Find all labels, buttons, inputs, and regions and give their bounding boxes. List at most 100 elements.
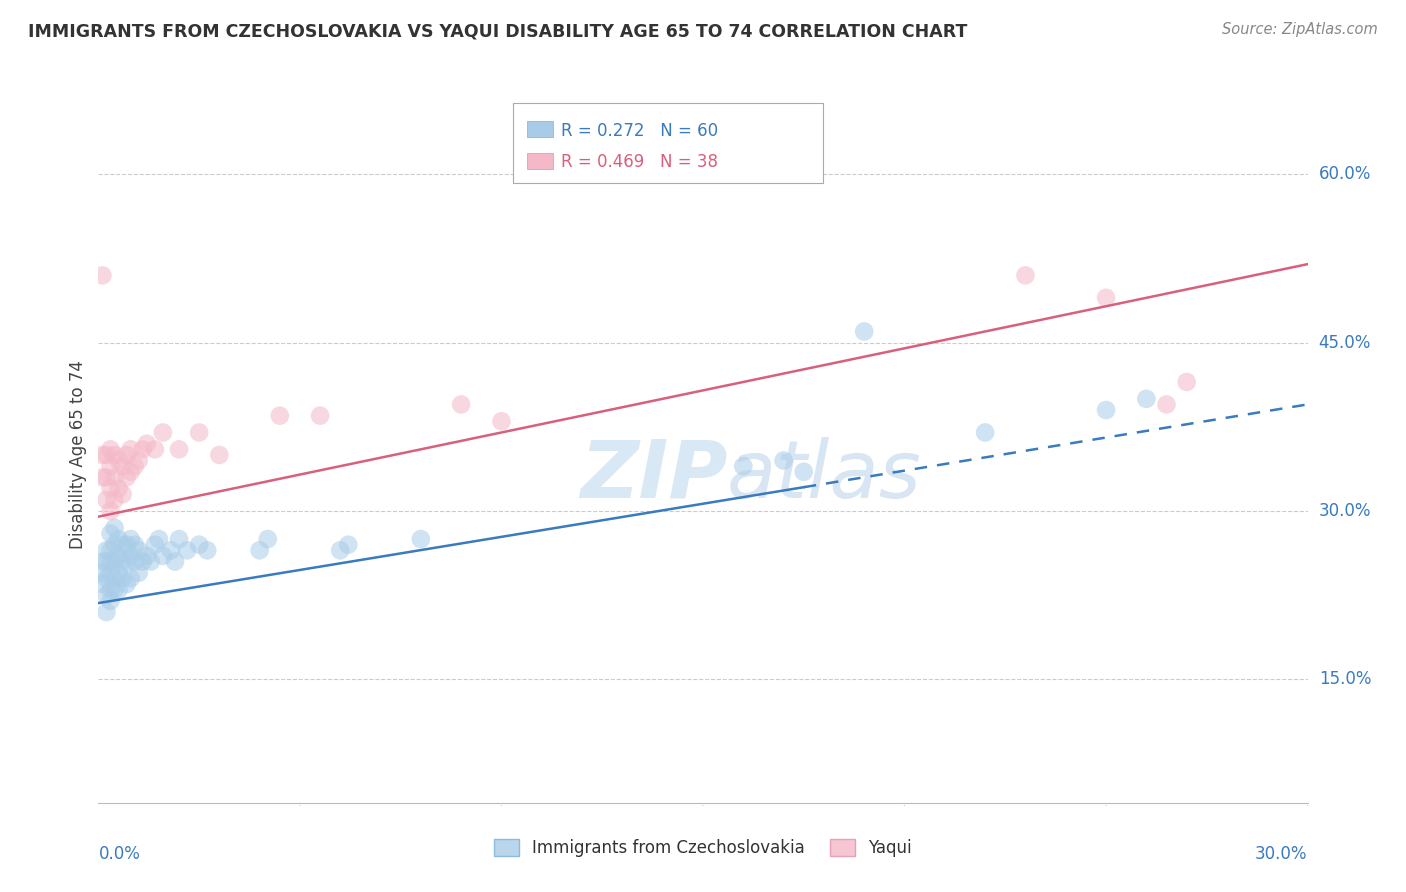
Point [772, 453, 794, 467]
Point [107, 566, 129, 580]
Point [91, 470, 114, 484]
Point [103, 492, 125, 507]
Point [100, 482, 122, 496]
Point [91, 448, 114, 462]
Point [115, 470, 138, 484]
Point [309, 409, 332, 423]
Point [111, 571, 134, 585]
Point [100, 566, 122, 580]
Point [120, 532, 142, 546]
Point [103, 448, 125, 462]
Point [167, 442, 190, 457]
Point [152, 425, 174, 440]
Point [409, 532, 432, 546]
Point [1095, 291, 1118, 305]
Legend: Immigrants from Czechoslovakia, Yaqui: Immigrants from Czechoslovakia, Yaqui [488, 832, 918, 864]
Point [120, 571, 142, 585]
Point [100, 442, 122, 457]
Point [128, 543, 150, 558]
Point [100, 582, 122, 597]
Point [128, 453, 150, 467]
Point [115, 448, 138, 462]
Point [1014, 268, 1036, 283]
Point [100, 526, 122, 541]
Point [132, 442, 155, 457]
Y-axis label: Disability Age 65 to 74: Disability Age 65 to 74 [69, 360, 87, 549]
Text: 30.0%: 30.0% [1319, 502, 1371, 520]
Point [208, 448, 231, 462]
Point [120, 465, 142, 479]
Point [111, 555, 134, 569]
Point [96, 448, 118, 462]
Point [96, 555, 118, 569]
Point [450, 397, 472, 411]
Point [269, 409, 291, 423]
Point [96, 605, 118, 619]
Point [135, 549, 157, 563]
Text: IMMIGRANTS FROM CZECHOSLOVAKIA VS YAQUI DISABILITY AGE 65 TO 74 CORRELATION CHAR: IMMIGRANTS FROM CZECHOSLOVAKIA VS YAQUI … [28, 22, 967, 40]
Point [91, 268, 114, 283]
Point [103, 571, 125, 585]
Point [120, 442, 142, 457]
Point [152, 549, 174, 563]
Point [793, 465, 815, 479]
Point [96, 470, 118, 484]
Point [491, 414, 513, 428]
Point [974, 425, 997, 440]
Point [1135, 392, 1157, 406]
Text: 60.0%: 60.0% [1319, 165, 1371, 184]
Point [195, 543, 218, 558]
Point [107, 453, 129, 467]
Text: ZIP: ZIP [579, 437, 727, 515]
Text: R = 0.469   N = 38: R = 0.469 N = 38 [561, 153, 718, 171]
Point [124, 555, 146, 569]
Text: Source: ZipAtlas.com: Source: ZipAtlas.com [1222, 22, 1378, 37]
Point [115, 555, 138, 569]
Point [111, 459, 134, 474]
Point [103, 538, 125, 552]
Point [1175, 375, 1198, 389]
Point [100, 594, 122, 608]
Point [163, 555, 186, 569]
Point [256, 532, 278, 546]
Point [124, 459, 146, 474]
Point [100, 504, 122, 518]
Point [91, 566, 114, 580]
Point [100, 459, 122, 474]
Point [111, 487, 134, 501]
Point [337, 538, 360, 552]
Text: 15.0%: 15.0% [1319, 671, 1371, 689]
Point [329, 543, 352, 558]
Point [103, 582, 125, 597]
Point [1095, 403, 1118, 417]
Text: R = 0.272   N = 60: R = 0.272 N = 60 [561, 122, 718, 140]
Point [96, 571, 118, 585]
Text: atlas: atlas [727, 437, 922, 515]
Point [853, 325, 876, 339]
Point [91, 555, 114, 569]
Text: 45.0%: 45.0% [1319, 334, 1371, 351]
Point [96, 492, 118, 507]
Point [124, 538, 146, 552]
Point [111, 538, 134, 552]
Point [107, 582, 129, 597]
Point [132, 555, 155, 569]
Point [100, 543, 122, 558]
Point [188, 425, 211, 440]
Point [148, 532, 170, 546]
Point [176, 543, 198, 558]
Point [96, 588, 118, 602]
Point [128, 566, 150, 580]
Point [103, 470, 125, 484]
Point [115, 538, 138, 552]
Point [103, 555, 125, 569]
Text: 30.0%: 30.0% [1256, 845, 1308, 863]
Point [91, 577, 114, 591]
Point [143, 538, 166, 552]
Point [100, 555, 122, 569]
Point [1156, 397, 1178, 411]
Point [107, 549, 129, 563]
Point [107, 482, 129, 496]
Point [188, 538, 211, 552]
Point [143, 442, 166, 457]
